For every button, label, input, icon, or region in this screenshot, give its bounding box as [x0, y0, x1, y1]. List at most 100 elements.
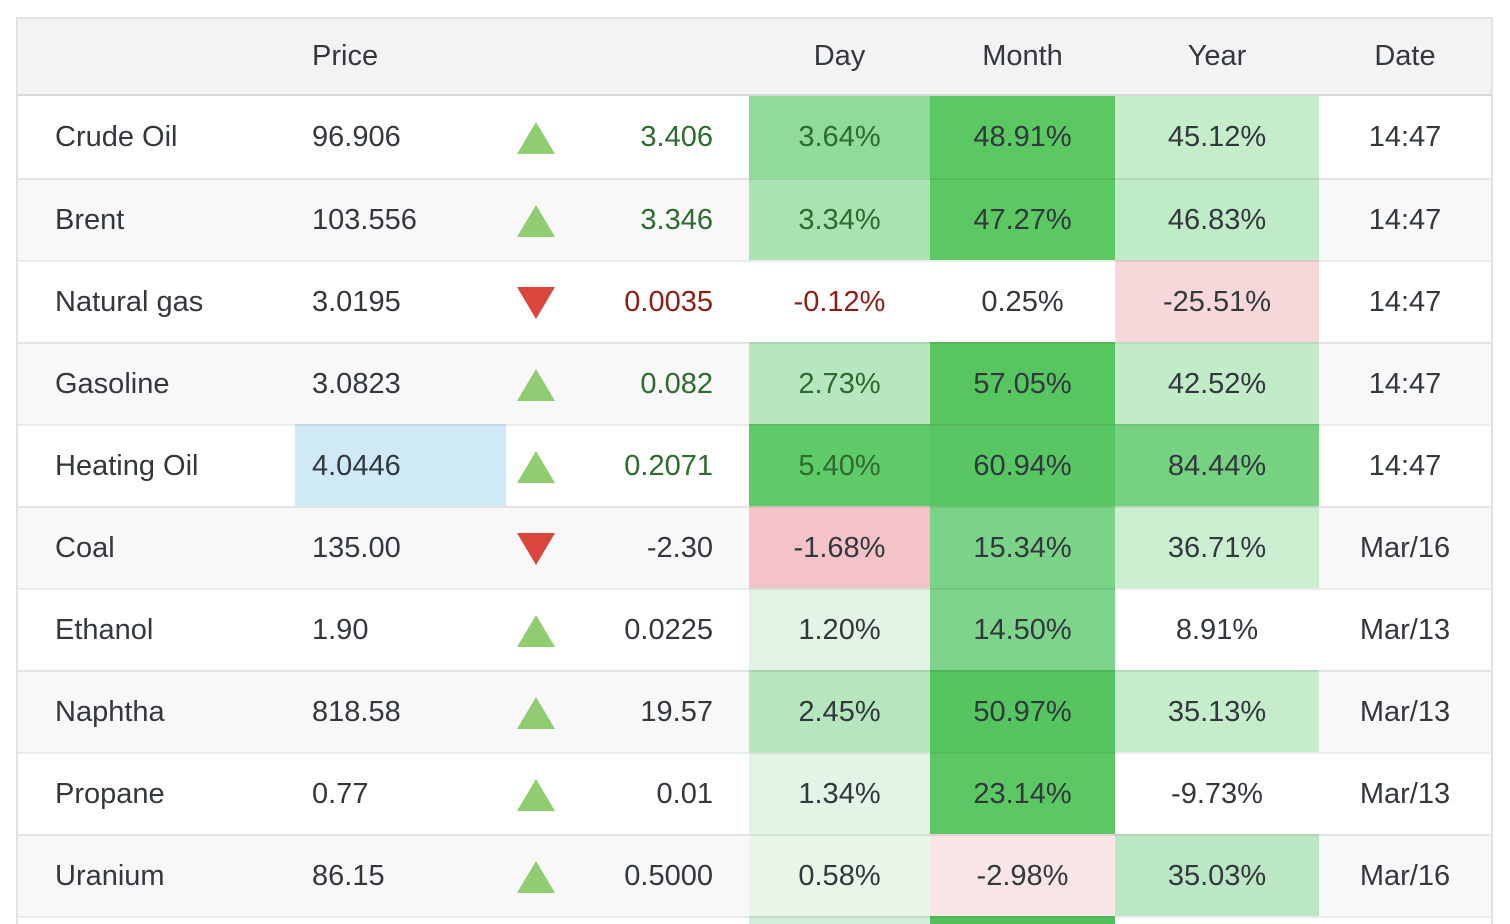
header-price: Price [295, 19, 506, 96]
price-cell: 96.906 [312, 120, 401, 153]
commodity-name-link[interactable]: Uranium [18, 834, 295, 916]
date-cell [1319, 916, 1491, 924]
year-percent-cell: 45.12% [1115, 96, 1319, 178]
month-percent-cell: 14.50% [930, 588, 1115, 670]
change-cell: 0.082 [565, 342, 749, 424]
month-percent-cell: 23.14% [930, 752, 1115, 834]
direction-cell [506, 178, 565, 260]
table-row[interactable]: Natural gas 3.0195 0.0035 -0.12% 0.25% -… [18, 260, 1491, 342]
header-month: Month [930, 19, 1115, 96]
direction-cell [506, 752, 565, 834]
price-cell: 4.0446 [295, 424, 506, 506]
date-cell: Mar/16 [1319, 834, 1491, 916]
commodity-name-link[interactable]: Natural gas [18, 260, 295, 342]
table-row[interactable]: Crude Oil 96.906 3.406 3.64% 48.91% 45.1… [18, 96, 1491, 178]
table-row[interactable]: Coal 135.00 -2.30 -1.68% 15.34% 36.71% M… [18, 506, 1491, 588]
price-cell [295, 916, 506, 924]
table-row[interactable]: Brent 103.556 3.346 3.34% 47.27% 46.83% … [18, 178, 1491, 260]
commodity-name-link[interactable]: Gasoline [18, 342, 295, 424]
table-row[interactable]: Propane 0.77 0.01 1.34% 23.14% -9.73% Ma… [18, 752, 1491, 834]
header-year: Year [1115, 19, 1319, 96]
date-cell: Mar/13 [1319, 670, 1491, 752]
header-date: Date [1319, 19, 1491, 96]
commodity-name-link[interactable]: Heating Oil [18, 424, 295, 506]
table-body: Crude Oil 96.906 3.406 3.64% 48.91% 45.1… [18, 96, 1491, 924]
day-percent-cell: -0.12% [749, 260, 930, 342]
price-cell: 135.00 [295, 506, 506, 588]
day-percent-cell: 1.20% [749, 588, 930, 670]
commodity-name-link[interactable] [18, 916, 295, 924]
day-percent-cell: 0.58% [749, 834, 930, 916]
table-row[interactable]: Ethanol 1.90 0.0225 1.20% 14.50% 8.91% M… [18, 588, 1491, 670]
year-percent-cell: 84.44% [1115, 424, 1319, 506]
change-cell: 0.0225 [565, 588, 749, 670]
down-arrow-icon [516, 286, 555, 319]
change-cell: 0.0035 [565, 260, 749, 342]
up-arrow-icon [516, 450, 555, 483]
commodity-name-link[interactable]: Ethanol [18, 588, 295, 670]
price-cell: 1.90 [295, 588, 506, 670]
price-cell: 103.556 [295, 178, 506, 260]
up-arrow-icon [516, 204, 555, 237]
month-percent-cell: 60.94% [930, 424, 1115, 506]
change-cell: 3.346 [565, 178, 749, 260]
up-arrow-icon [516, 368, 555, 401]
direction-cell [506, 260, 565, 342]
direction-cell [506, 916, 565, 924]
day-percent-cell: 2.45% [749, 670, 930, 752]
change-cell: 0.5000 [565, 834, 749, 916]
date-cell: 14:47 [1319, 260, 1491, 342]
year-percent-cell: 42.52% [1115, 342, 1319, 424]
commodity-name-link[interactable]: Coal [18, 506, 295, 588]
table-row[interactable] [18, 916, 1491, 924]
month-percent-cell: 15.34% [930, 506, 1115, 588]
table-row[interactable]: Heating Oil 4.0446 0.2071 5.40% 60.94% 8… [18, 424, 1491, 506]
direction-cell [506, 670, 565, 752]
price-cell: 3.0823 [295, 342, 506, 424]
year-percent-cell: -25.51% [1115, 260, 1319, 342]
header-commodity [18, 19, 295, 96]
change-cell: 19.57 [565, 670, 749, 752]
date-cell: 14:47 [1319, 424, 1491, 506]
header-row: Price Day Month Year Date [18, 19, 1491, 96]
commodity-name-link[interactable]: Crude Oil [55, 120, 178, 153]
up-arrow-icon [516, 860, 555, 893]
year-percent-cell: 35.13% [1115, 670, 1319, 752]
year-percent-cell [1115, 916, 1319, 924]
direction-cell [506, 342, 565, 424]
date-cell: 14:47 [1319, 342, 1491, 424]
down-arrow-icon [516, 532, 555, 565]
commodity-name-link[interactable]: Naphtha [18, 670, 295, 752]
change-cell: 0.01 [565, 752, 749, 834]
day-percent-cell: 1.34% [749, 752, 930, 834]
table-row[interactable]: Uranium 86.15 0.5000 0.58% -2.98% 35.03%… [18, 834, 1491, 916]
up-arrow-icon [516, 778, 555, 811]
date-cell: 14:47 [1368, 120, 1442, 153]
table-row[interactable]: Naphtha 818.58 19.57 2.45% 50.97% 35.13%… [18, 670, 1491, 752]
commodity-price-table: Price Day Month Year Date Crude Oil 96.9… [18, 19, 1491, 924]
direction-cell [506, 834, 565, 916]
direction-cell [506, 588, 565, 670]
commodity-name-link[interactable]: Brent [18, 178, 295, 260]
table-row[interactable]: Gasoline 3.0823 0.082 2.73% 57.05% 42.52… [18, 342, 1491, 424]
table-header: Price Day Month Year Date [18, 19, 1491, 96]
direction-cell [506, 506, 565, 588]
commodity-quotes-panel: Price Day Month Year Date Crude Oil 96.9… [16, 17, 1493, 924]
up-arrow-icon [516, 696, 555, 729]
month-percent-cell: 57.05% [930, 342, 1115, 424]
commodity-name-link[interactable]: Propane [18, 752, 295, 834]
year-percent-cell: 35.03% [1115, 834, 1319, 916]
date-cell: Mar/16 [1319, 506, 1491, 588]
date-cell: Mar/13 [1319, 588, 1491, 670]
up-arrow-icon [516, 121, 555, 154]
direction-cell [506, 96, 565, 178]
year-percent-cell: -9.73% [1115, 752, 1319, 834]
year-percent-cell: 46.83% [1115, 178, 1319, 260]
day-percent-cell [749, 916, 930, 924]
header-day: Day [749, 19, 930, 96]
header-arrow-spacer [506, 19, 565, 96]
year-percent-cell: 8.91% [1115, 588, 1319, 670]
direction-cell [506, 424, 565, 506]
day-percent-cell: 3.64% [749, 96, 930, 178]
month-percent-cell: 0.25% [930, 260, 1115, 342]
